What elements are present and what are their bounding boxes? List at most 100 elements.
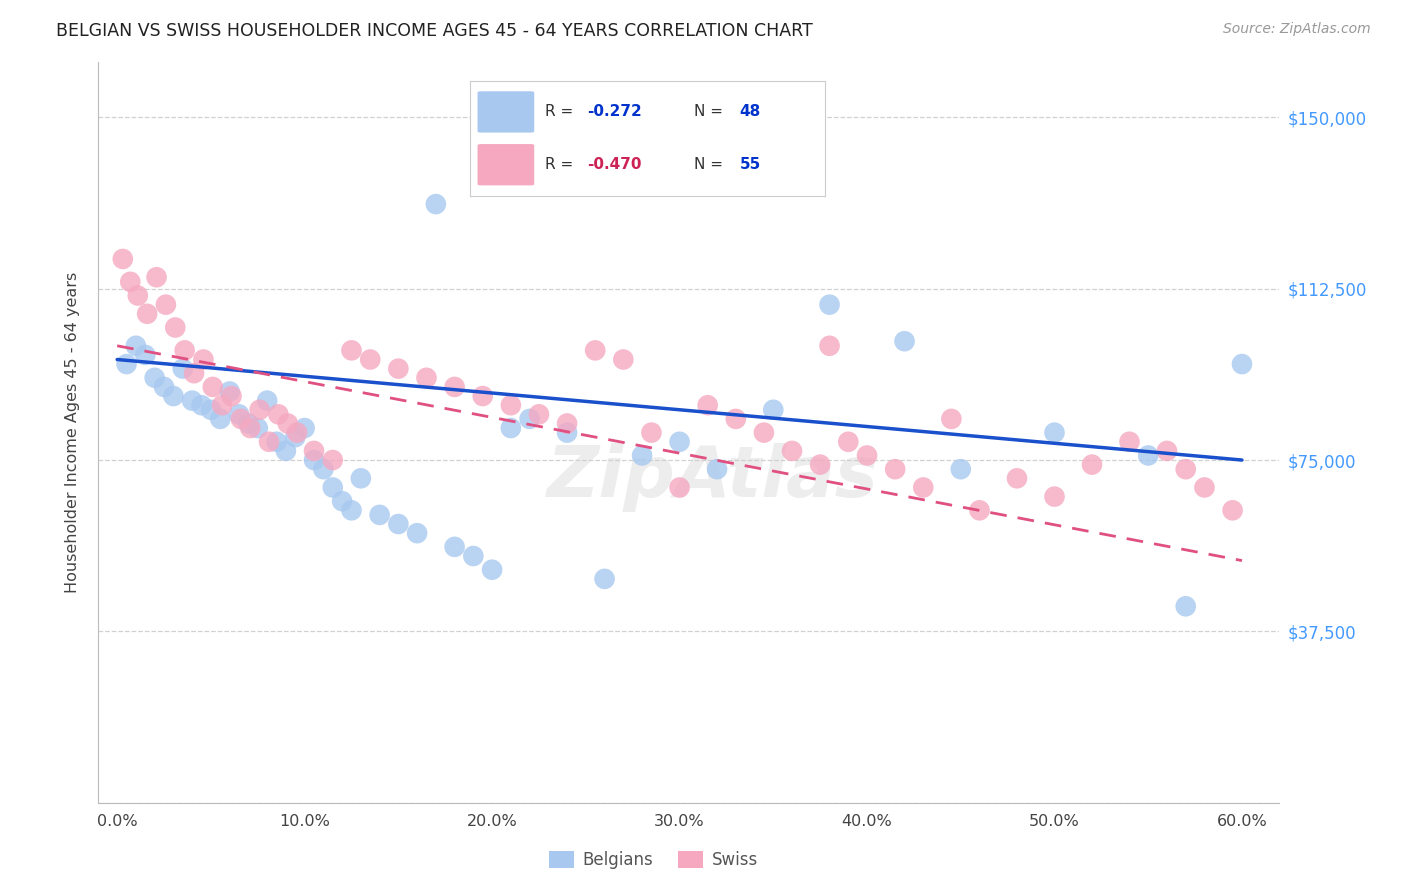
- Point: [209, 412, 232, 426]
- Point: [1174, 599, 1197, 614]
- Point: [555, 425, 578, 440]
- Point: [266, 434, 288, 449]
- Point: [912, 480, 935, 494]
- Point: [612, 352, 634, 367]
- Text: ZipAtlas: ZipAtlas: [547, 442, 879, 511]
- Point: [1005, 471, 1028, 485]
- Point: [443, 540, 465, 554]
- Point: [155, 298, 177, 312]
- Point: [285, 425, 308, 440]
- Point: [969, 503, 991, 517]
- Point: [340, 343, 363, 358]
- Point: [1230, 357, 1253, 371]
- Point: [181, 393, 204, 408]
- Point: [256, 393, 278, 408]
- Point: [1081, 458, 1104, 472]
- Point: [201, 380, 224, 394]
- Point: [211, 398, 233, 412]
- Point: [949, 462, 972, 476]
- Point: [120, 275, 142, 289]
- Point: [302, 443, 325, 458]
- Point: [387, 361, 409, 376]
- Legend: Belgians, Swiss: Belgians, Swiss: [543, 845, 765, 876]
- Point: [359, 352, 381, 367]
- Point: [818, 298, 841, 312]
- Point: [165, 320, 187, 334]
- Point: [724, 412, 747, 426]
- Point: [134, 348, 156, 362]
- Point: [463, 549, 485, 563]
- Point: [631, 449, 654, 463]
- Point: [1156, 443, 1178, 458]
- Point: [200, 402, 222, 417]
- Point: [274, 443, 297, 458]
- Point: [229, 412, 252, 426]
- Point: [837, 434, 859, 449]
- Point: [593, 572, 616, 586]
- Point: [780, 443, 803, 458]
- Point: [172, 361, 194, 376]
- Point: [640, 425, 662, 440]
- Point: [239, 421, 262, 435]
- Point: [312, 462, 335, 476]
- Point: [856, 449, 879, 463]
- Point: [387, 516, 409, 531]
- Point: [1194, 480, 1216, 494]
- Point: [706, 462, 728, 476]
- Point: [481, 563, 503, 577]
- Point: [136, 307, 159, 321]
- Point: [696, 398, 718, 412]
- Point: [519, 412, 541, 426]
- Point: [808, 458, 831, 472]
- Point: [499, 398, 522, 412]
- Point: [471, 389, 494, 403]
- Point: [228, 408, 250, 422]
- Point: [818, 339, 841, 353]
- Point: [583, 343, 606, 358]
- Point: [499, 421, 522, 435]
- Point: [183, 366, 205, 380]
- Point: [1222, 503, 1244, 517]
- Point: [415, 371, 437, 385]
- Point: [1043, 425, 1066, 440]
- Point: [153, 380, 176, 394]
- Point: [193, 352, 215, 367]
- Point: [762, 402, 785, 417]
- Point: [302, 453, 325, 467]
- Point: [221, 389, 243, 403]
- Point: [350, 471, 373, 485]
- Point: [1137, 449, 1160, 463]
- Point: [425, 197, 447, 211]
- Point: [294, 421, 316, 435]
- Point: [111, 252, 134, 266]
- Point: [443, 380, 465, 394]
- Point: [145, 270, 167, 285]
- Point: [527, 408, 550, 422]
- Point: [368, 508, 391, 522]
- Point: [668, 434, 690, 449]
- Point: [752, 425, 775, 440]
- Point: [322, 453, 344, 467]
- Point: [884, 462, 907, 476]
- Point: [238, 417, 260, 431]
- Point: [127, 288, 149, 302]
- Point: [143, 371, 166, 385]
- Point: [893, 334, 915, 349]
- Point: [284, 430, 307, 444]
- Point: [406, 526, 429, 541]
- Point: [190, 398, 212, 412]
- Point: [941, 412, 963, 426]
- Point: [257, 434, 280, 449]
- Point: [1043, 490, 1066, 504]
- Y-axis label: Householder Income Ages 45 - 64 years: Householder Income Ages 45 - 64 years: [65, 272, 80, 593]
- Point: [267, 408, 290, 422]
- Point: [330, 494, 353, 508]
- Point: [322, 480, 344, 494]
- Point: [115, 357, 138, 371]
- Text: BELGIAN VS SWISS HOUSEHOLDER INCOME AGES 45 - 64 YEARS CORRELATION CHART: BELGIAN VS SWISS HOUSEHOLDER INCOME AGES…: [56, 22, 813, 40]
- Point: [249, 402, 271, 417]
- Point: [1118, 434, 1140, 449]
- Point: [555, 417, 578, 431]
- Point: [246, 421, 269, 435]
- Point: [162, 389, 184, 403]
